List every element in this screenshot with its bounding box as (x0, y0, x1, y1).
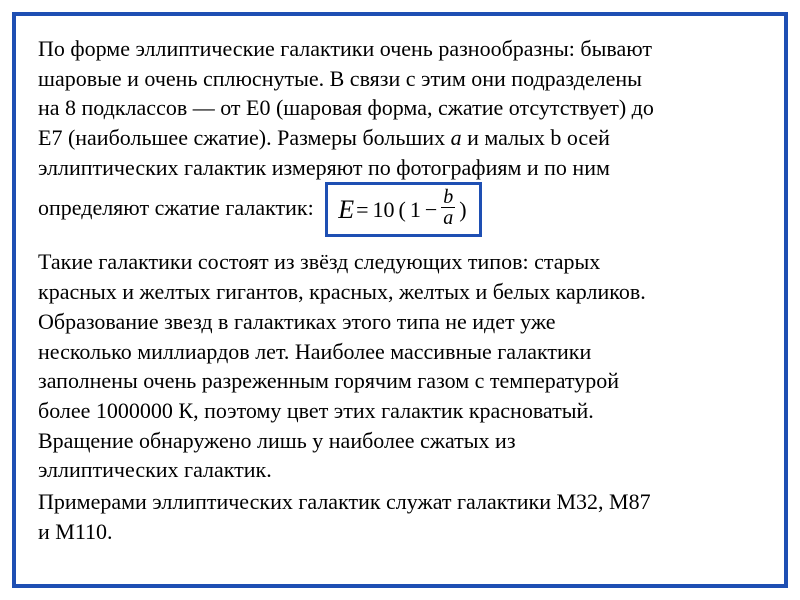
text-line: эллиптических галактик. (38, 457, 272, 482)
formula-E: E (338, 197, 354, 223)
formula-minus: − (425, 199, 437, 221)
paragraph-3: Примерами эллиптических галактик служат … (38, 487, 762, 546)
slide-outer-border: По форме эллиптические галактики очень р… (12, 12, 788, 588)
text-line: Примерами эллиптических галактик служат … (38, 489, 651, 514)
text-line: на 8 подклассов — от E0 (шаровая форма, … (38, 95, 654, 120)
formula-lp: ( (399, 199, 406, 221)
formula-10: 10 (373, 199, 395, 221)
variable-a: a (451, 125, 462, 150)
formula-box: E = 10 ( 1 − b a ) (325, 182, 481, 237)
text-line: Такие галактики состоят из звёзд следующ… (38, 249, 600, 274)
text-line: По форме эллиптические галактики очень р… (38, 36, 652, 61)
text-line: E7 (наибольшее сжатие). Размеры больших (38, 125, 451, 150)
text-line: и M110. (38, 519, 113, 544)
text-line: определяют сжатие галактик: (38, 195, 314, 220)
formula-eq: = (356, 199, 368, 221)
text-line: более 1000000 К, поэтому цвет этих галак… (38, 398, 594, 423)
text-line: эллиптических галактик измеряют по фотог… (38, 155, 610, 180)
paragraph-1: По форме эллиптические галактики очень р… (38, 34, 762, 237)
text-line: Вращение обнаружено лишь у наиболее сжат… (38, 428, 516, 453)
paragraph-2: Такие галактики состоят из звёзд следующ… (38, 247, 762, 485)
text-line: Образование звезд в галактиках этого тип… (38, 309, 556, 334)
formula-fraction: b a (441, 187, 455, 228)
formula-rp: ) (459, 199, 466, 221)
text-line: шаровые и очень сплюснутые. В связи с эт… (38, 66, 642, 91)
text-line: и малых b осей (462, 125, 610, 150)
formula-denominator: a (441, 208, 455, 228)
formula-1: 1 (410, 199, 421, 221)
formula: E = 10 ( 1 − b a ) (338, 189, 468, 230)
text-line: несколько миллиардов лет. Наиболее масси… (38, 339, 591, 364)
text-line: красных и желтых гигантов, красных, желт… (38, 279, 646, 304)
formula-numerator: b (441, 187, 455, 208)
slide-content: По форме эллиптические галактики очень р… (20, 20, 780, 580)
text-line: заполнены очень разреженным горячим газо… (38, 368, 619, 393)
